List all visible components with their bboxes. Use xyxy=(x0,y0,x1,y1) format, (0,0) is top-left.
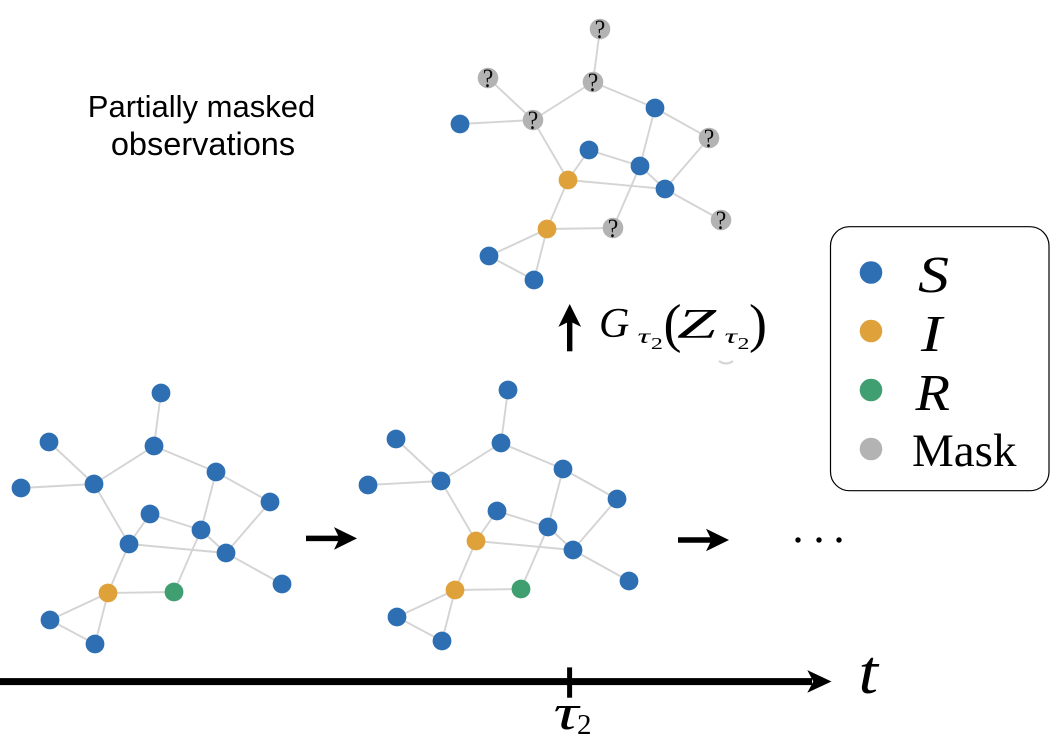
svg-text:2: 2 xyxy=(651,334,663,353)
svg-text:R: R xyxy=(914,365,950,422)
svg-text:?: ? xyxy=(483,63,494,93)
svg-text:?: ? xyxy=(528,105,539,135)
svg-text:τ: τ xyxy=(725,324,740,348)
svg-text:Mask: Mask xyxy=(912,425,1017,477)
svg-text:Partially masked: Partially masked xyxy=(88,89,315,124)
svg-text:?: ? xyxy=(595,14,606,44)
svg-text:observations: observations xyxy=(111,126,295,162)
svg-text:?: ? xyxy=(704,123,715,153)
svg-text:τ: τ xyxy=(554,684,582,738)
svg-text:): ) xyxy=(749,294,767,354)
svg-text:?: ? xyxy=(608,213,619,243)
svg-text:τ: τ xyxy=(638,324,653,348)
svg-text:?: ? xyxy=(716,205,727,235)
svg-text:G: G xyxy=(599,301,629,347)
svg-text:Z: Z xyxy=(677,302,717,348)
svg-text:?: ? xyxy=(588,67,599,97)
svg-text:2: 2 xyxy=(577,709,592,738)
svg-text:(: ( xyxy=(664,294,682,354)
svg-text:I: I xyxy=(920,306,945,363)
svg-text:t: t xyxy=(859,639,880,707)
svg-text:2: 2 xyxy=(738,334,750,353)
svg-text:S: S xyxy=(918,247,949,304)
